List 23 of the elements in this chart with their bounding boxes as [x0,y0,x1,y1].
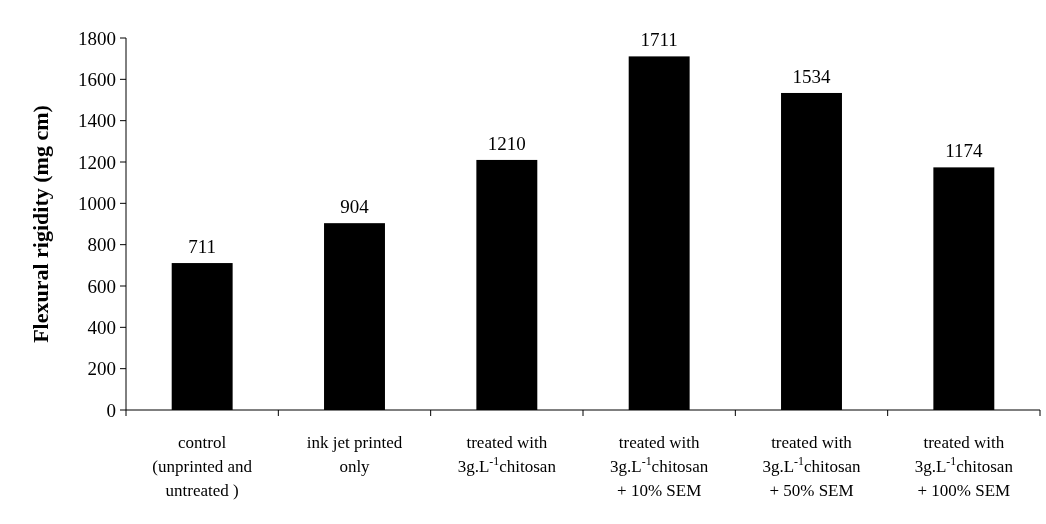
data-label: 1711 [640,29,678,51]
data-label: 904 [340,196,370,218]
y-axis-title: Flexural rigidity (mg cm) [28,105,53,343]
y-tick-label: 600 [87,275,116,297]
data-label: 1210 [487,132,526,154]
y-tick-label: 1600 [78,68,116,90]
data-label: 1174 [945,140,983,162]
y-tick-label: 0 [106,399,116,421]
x-tick-label: control (unprinted and untreated ) [152,433,253,500]
y-tick-label: 800 [87,234,116,256]
x-tick-label: treated with 3g.L$^{-1}$chitosan + 100% SEM [914,433,1014,500]
data-label: 711 [188,236,217,258]
y-tick-label: 1200 [78,151,116,173]
y-tick-label: 200 [87,358,116,380]
x-tick-label: ink jet printed only [306,433,403,476]
y-tick-label: 1800 [78,27,116,49]
data-label: 1534 [792,65,831,87]
x-tick-label: treated with 3g.L$^{-1}$chitosan + 50% SEM [762,433,862,500]
x-tick-label: treated with 3g.L$^{-1}$chitosan [457,433,557,476]
y-tick-label: 1400 [78,110,116,132]
x-tick-label: treated with 3g.L$^{-1}$chitosan + 10% SEM [610,433,709,500]
y-tick-label: 1000 [78,192,116,214]
y-tick-label: 400 [87,316,116,338]
